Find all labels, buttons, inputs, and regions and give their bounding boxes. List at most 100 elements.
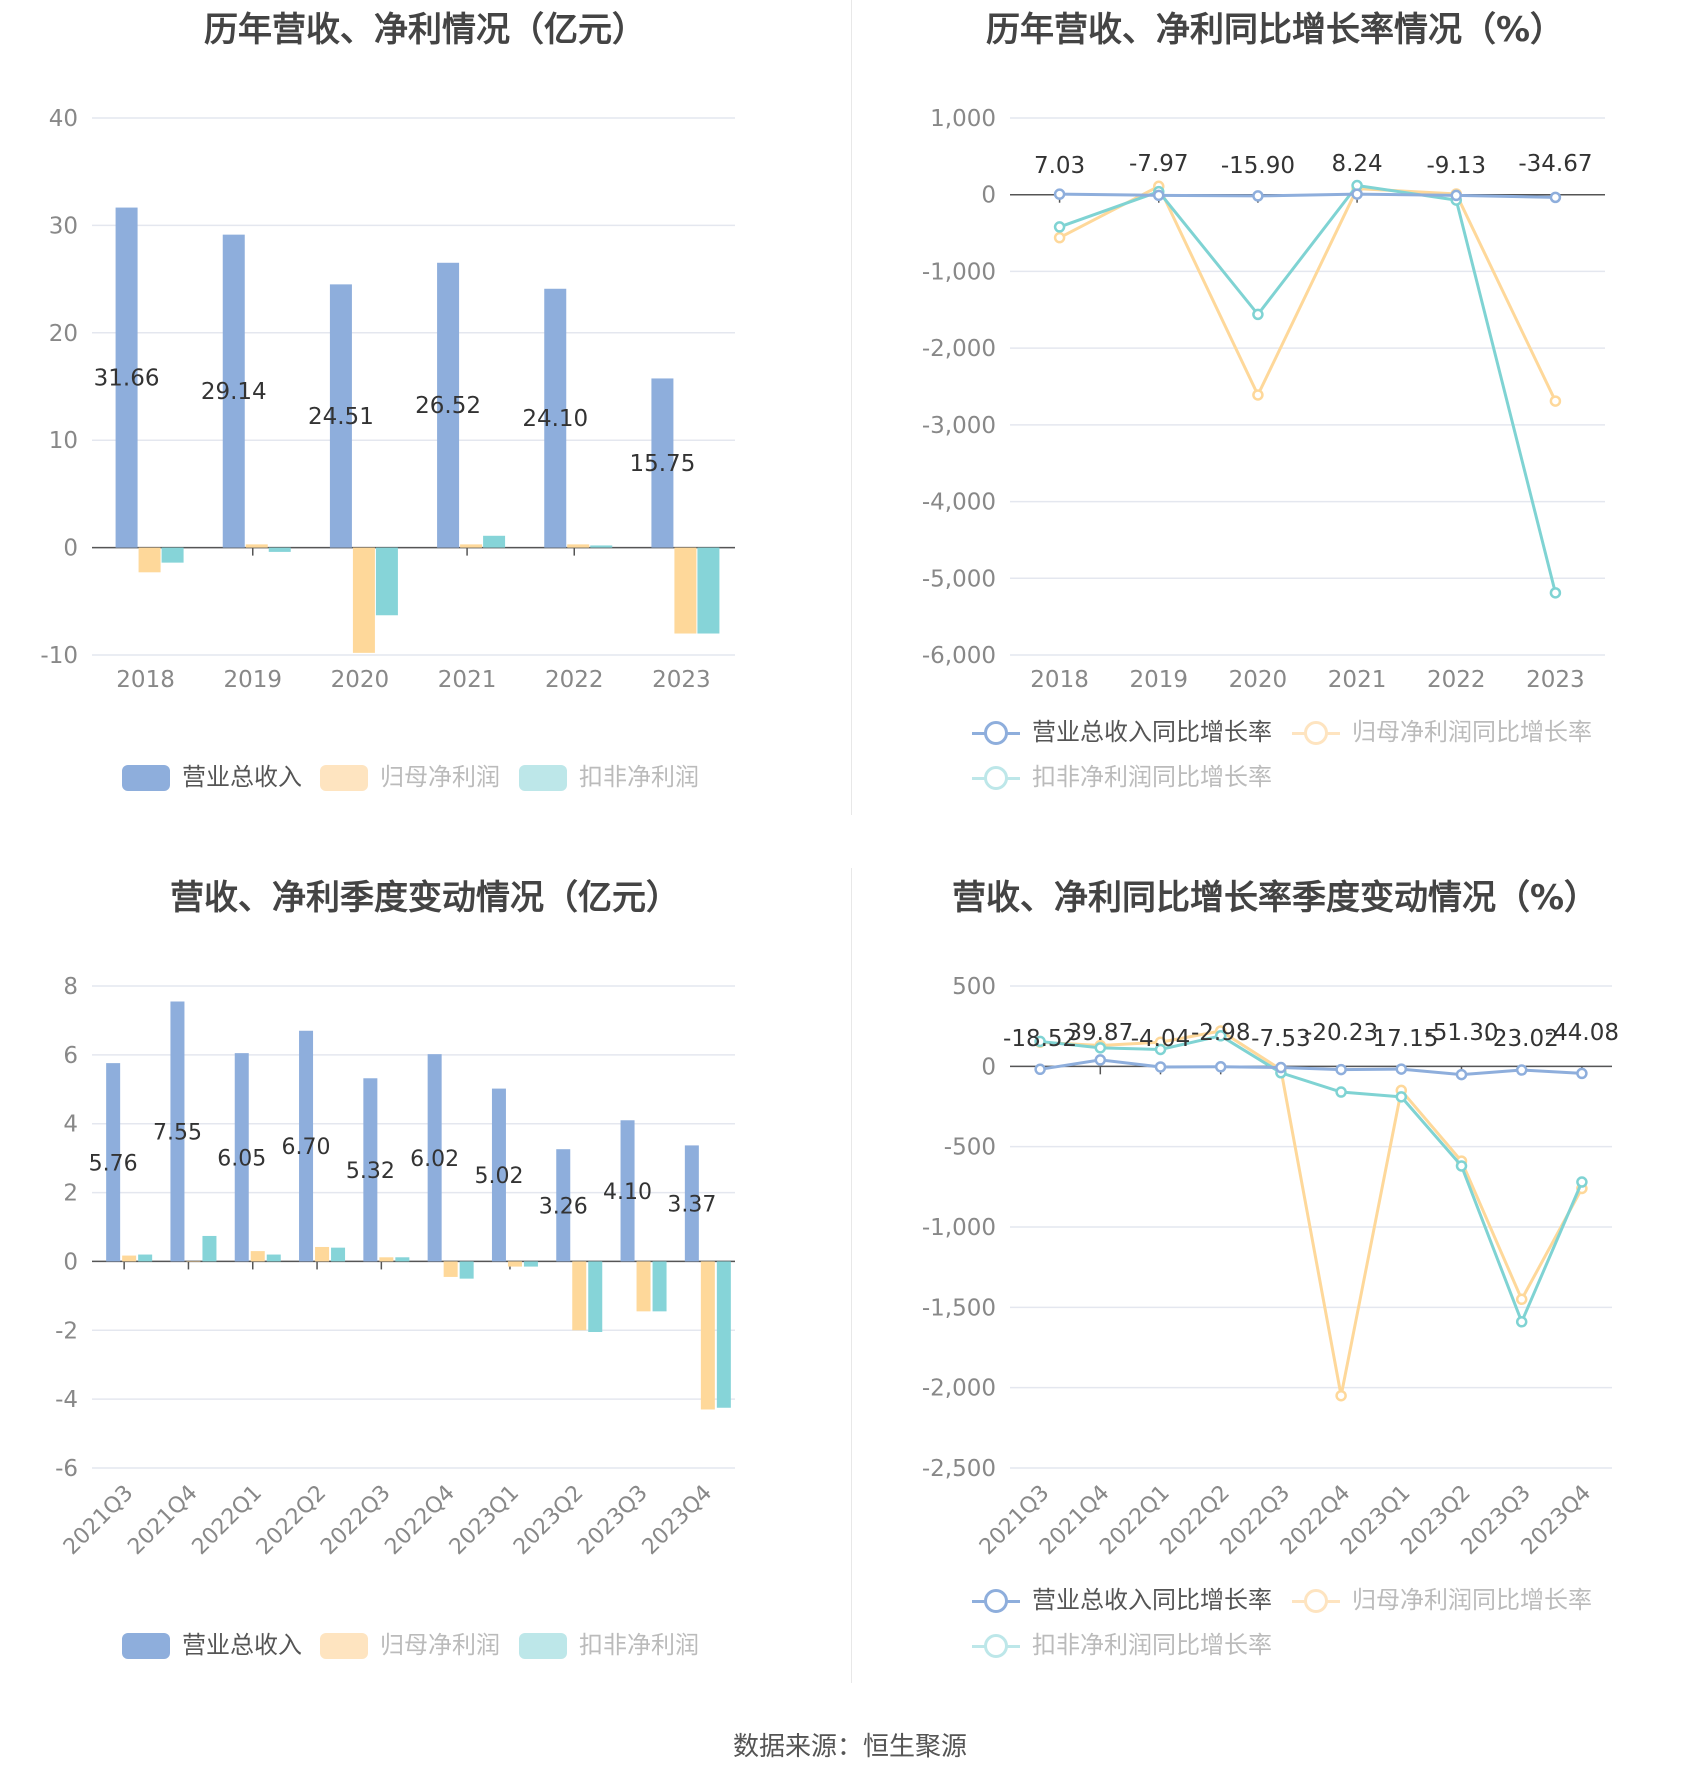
x-tick-label: 2020 xyxy=(331,667,390,693)
series-point xyxy=(1094,1042,1107,1054)
y-tick-label: 30 xyxy=(49,213,78,239)
data-label: -23.02 xyxy=(1485,1026,1559,1052)
bar-revenue xyxy=(329,284,352,548)
series-point xyxy=(1214,1061,1227,1073)
bar-revenue xyxy=(170,1001,185,1262)
legend-label: 营业总收入同比增长率 xyxy=(1032,718,1272,746)
bar-revenue xyxy=(684,1145,699,1262)
bar-deducted-profit xyxy=(375,547,398,616)
annual-growth-chart: 1,000 0 -1,000 -2,000 -3,000 -4,000 -5,000 -6,0… xyxy=(922,106,1605,693)
legend-item-net-growth[interactable]: 归母净利润同比增长率 xyxy=(1292,1580,1592,1615)
y-tick-label: 40 xyxy=(49,106,78,132)
legend-label: 营业总收入 xyxy=(182,1631,302,1659)
x-tick-label: 2023Q2 xyxy=(509,1481,588,1560)
series-point xyxy=(1515,1064,1528,1076)
quarterly-revenue-profit-panel: 营收、净利季度变动情况（亿元） 8 6 4 2 0 -2 -4 -6 2021Q3 5.76 202… xyxy=(0,868,850,1738)
data-label: -34.67 xyxy=(1518,151,1592,177)
y-tick-label: 0 xyxy=(63,536,78,562)
legend-item-net-growth[interactable]: 归母净利润同比增长率 xyxy=(1292,712,1592,747)
data-label: 8.24 xyxy=(1331,151,1382,177)
bar-revenue xyxy=(299,1030,314,1262)
y-tick-label: 2 xyxy=(63,1181,78,1207)
bar-revenue xyxy=(437,262,460,548)
legend-item-revenue[interactable]: 营业总收入 xyxy=(122,757,302,792)
series-point xyxy=(1034,1063,1046,1076)
y-tick-label: 4 xyxy=(63,1112,78,1138)
series-point xyxy=(1395,1063,1408,1075)
y-tick-label: -2 xyxy=(55,1318,78,1344)
legend-item-deducted[interactable]: 扣非净利润 xyxy=(519,1625,699,1660)
x-tick-label: 2021Q3 xyxy=(59,1481,138,1560)
y-tick-label: -2,500 xyxy=(922,1456,996,1482)
series-point xyxy=(1053,188,1066,200)
data-label: -7.97 xyxy=(1129,151,1189,177)
bar-net-profit xyxy=(507,1261,522,1267)
y-tick-label: 10 xyxy=(49,428,78,454)
bar-net-profit xyxy=(122,1255,137,1262)
bar-net-profit xyxy=(186,1261,201,1262)
bar-net-profit xyxy=(674,547,697,634)
bar-deducted-profit xyxy=(697,547,720,634)
legend-label: 扣非净利润同比增长率 xyxy=(1032,763,1272,791)
y-tick-label: -6 xyxy=(55,1456,78,1482)
bar-deducted-profit xyxy=(202,1235,217,1262)
data-label: 6.05 xyxy=(217,1146,266,1171)
legend-item-revenue-growth[interactable]: 营业总收入同比增长率 xyxy=(972,1580,1272,1615)
x-tick-label: 2022Q3 xyxy=(316,1481,395,1560)
x-tick-label: 2023Q1 xyxy=(445,1481,524,1560)
data-label: -17.15 xyxy=(1364,1026,1438,1052)
x-tick-label: 2021 xyxy=(1328,667,1387,693)
series-point xyxy=(1351,188,1363,200)
series-point xyxy=(1450,189,1462,202)
bar-deducted-profit xyxy=(161,547,184,563)
legend-item-revenue-growth[interactable]: 营业总收入同比增长率 xyxy=(972,712,1272,747)
series-line-0 xyxy=(1039,1058,1582,1077)
legend-swatch xyxy=(122,765,170,791)
legend-item-deducted-growth[interactable]: 扣非净利润同比增长率 xyxy=(972,757,1272,792)
legend-swatch xyxy=(320,1633,368,1659)
data-label: 26.52 xyxy=(415,393,481,419)
y-tick-label: -500 xyxy=(944,1135,996,1161)
y-tick-label: 6 xyxy=(63,1043,78,1069)
series-point xyxy=(1576,1067,1588,1080)
data-label: -44.08 xyxy=(1545,1020,1619,1046)
y-tick-label: 0 xyxy=(981,1054,996,1080)
legend-swatch xyxy=(1292,1588,1340,1614)
y-tick-label: -5,000 xyxy=(922,566,996,592)
chart-title: 历年营收、净利情况（亿元） xyxy=(204,10,646,50)
x-tick-label: 2019 xyxy=(1129,667,1188,693)
y-tick-label: -1,000 xyxy=(922,1215,996,1241)
y-tick-label: 20 xyxy=(49,321,78,347)
legend-item-deducted[interactable]: 扣非净利润 xyxy=(519,757,699,792)
bar-deducted-profit xyxy=(483,535,506,548)
series-point xyxy=(1034,1035,1046,1048)
series-point xyxy=(1335,1063,1347,1076)
x-tick-label: 2018 xyxy=(1030,667,1089,693)
legend-item-net[interactable]: 归母净利润 xyxy=(320,1625,500,1660)
legend-item-net[interactable]: 归母净利润 xyxy=(320,757,500,792)
data-label: 39.87 xyxy=(1067,1020,1133,1046)
data-label: 15.75 xyxy=(629,451,695,477)
legend-item-revenue[interactable]: 营业总收入 xyxy=(122,1625,302,1660)
x-tick-label: 2022Q4 xyxy=(380,1481,459,1560)
x-tick-label: 2022Q1 xyxy=(188,1481,267,1560)
data-label: 31.66 xyxy=(94,366,160,392)
data-label: 7.03 xyxy=(1034,153,1085,179)
bar-deducted-profit xyxy=(459,1261,474,1279)
bar-net-profit xyxy=(443,1261,458,1277)
legend-swatch xyxy=(1292,720,1340,746)
data-label: 5.76 xyxy=(89,1151,138,1176)
legend-swatch xyxy=(972,765,1020,791)
bar-deducted-profit xyxy=(590,545,613,548)
legend-item-deducted-growth[interactable]: 扣非净利润同比增长率 xyxy=(972,1625,1272,1660)
bar-revenue xyxy=(106,1063,121,1262)
y-tick-label: 1,000 xyxy=(930,106,996,132)
legend-label: 扣非净利润 xyxy=(579,763,699,791)
data-label: 3.26 xyxy=(539,1194,588,1219)
bar-deducted-profit xyxy=(331,1247,346,1262)
series-point xyxy=(1252,389,1264,401)
series-point xyxy=(1053,221,1066,233)
bar-deducted-profit xyxy=(652,1261,667,1312)
bar-net-profit xyxy=(315,1246,330,1262)
annual-revenue-profit-chart: 40 30 20 10 0 -10 2018 31.66 2019 29.14 2020 24.51 2… xyxy=(40,106,735,693)
